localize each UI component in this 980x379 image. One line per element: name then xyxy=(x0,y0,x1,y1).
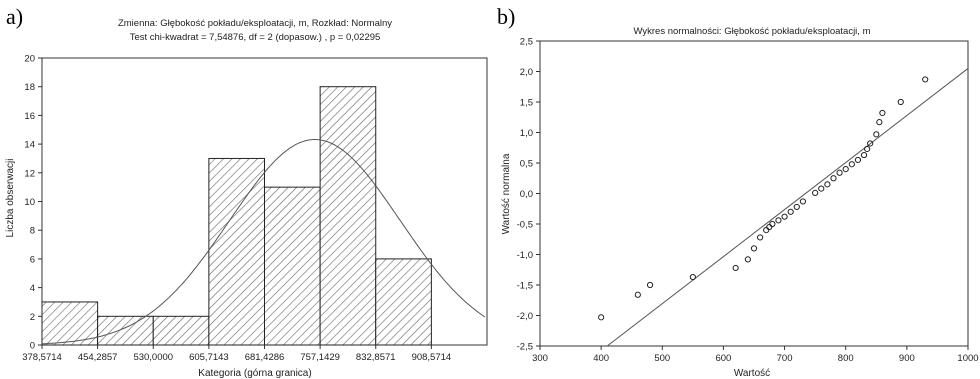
normality-ytick-label: -1,5 xyxy=(517,281,533,292)
histogram-ytick-label: 20 xyxy=(24,54,35,65)
histogram-ytick-label: 0 xyxy=(30,341,35,352)
histogram-bar xyxy=(97,315,154,346)
normality-xtick-label: 900 xyxy=(899,353,915,364)
histogram-ytick-label: 16 xyxy=(24,111,35,122)
normality-ytick-label: 1,5 xyxy=(520,98,533,109)
normality-point xyxy=(775,217,782,224)
panel-label-b: b) xyxy=(497,4,516,29)
normality-point xyxy=(812,189,819,196)
normality-point xyxy=(763,227,770,234)
histogram-bar xyxy=(264,186,321,346)
normality-point xyxy=(689,273,696,281)
histogram-xtick-label: 605,7143 xyxy=(189,352,229,363)
histogram-ytick-label: 6 xyxy=(30,254,35,265)
normality-point xyxy=(848,161,855,168)
normality-point xyxy=(793,203,800,211)
histogram-xtick-label: 832,8571 xyxy=(356,352,396,363)
normality-point xyxy=(922,76,929,83)
normality-point xyxy=(830,175,837,182)
histogram-xtick-label: 378,5714 xyxy=(22,352,62,363)
normality-xtick-label: 700 xyxy=(777,353,793,364)
normality-plot-frame xyxy=(539,40,969,347)
normality-point xyxy=(598,314,605,321)
histogram-ytick-label: 18 xyxy=(24,82,35,93)
normality-xtick-label: 300 xyxy=(532,353,548,364)
histogram-ytick-label: 2 xyxy=(30,312,35,323)
normality-ytick-label: -2,0 xyxy=(517,311,533,322)
normality-xtick-label: 500 xyxy=(654,353,670,364)
histogram-bar xyxy=(208,157,266,346)
histogram-bar xyxy=(375,258,432,346)
normality-ytick-label: 1,0 xyxy=(520,128,533,139)
normality-point xyxy=(879,109,886,117)
normality-point xyxy=(836,169,843,176)
normality-point xyxy=(750,245,758,252)
normal-fit-curve xyxy=(41,139,486,345)
histogram-xtick-label: 530,0000 xyxy=(133,352,173,363)
histogram-title: Zmienna: Głębokość pokładu/eksploatacji,… xyxy=(118,18,392,29)
normality-ytick-label: 0,0 xyxy=(520,189,533,200)
normality-point xyxy=(842,166,849,173)
normality-point xyxy=(876,119,883,126)
normality-point xyxy=(787,208,794,215)
normality-point xyxy=(757,234,764,241)
histogram-bar xyxy=(152,315,210,346)
normality-point xyxy=(646,281,654,289)
normality-title: Wykres normalności: Głębokość pokładu/ek… xyxy=(634,26,871,37)
histogram-ytick-label: 4 xyxy=(30,283,35,294)
normality-point xyxy=(867,140,874,147)
histogram-ytick-label: 14 xyxy=(24,140,35,151)
normality-ytick-label: -1,0 xyxy=(517,250,533,261)
normality-ytick-label: -2,5 xyxy=(517,342,533,353)
normality-xlabel: Wartość xyxy=(734,368,770,379)
histogram-chart: Zmienna: Głębokość pokładu/eksploatacji,… xyxy=(5,18,488,379)
normality-point xyxy=(799,198,807,205)
normality-point xyxy=(781,213,788,220)
normality-ytick-label: 2,5 xyxy=(520,37,533,48)
normality-point xyxy=(860,151,868,159)
normality-point xyxy=(864,145,871,153)
normality-point xyxy=(766,223,773,231)
histogram-bar xyxy=(319,86,377,346)
histogram-xtick-label: 757,1429 xyxy=(300,352,340,363)
histogram-ytick-label: 8 xyxy=(30,226,35,237)
normality-fit-line xyxy=(606,68,969,347)
normality-ytick-label: 2,0 xyxy=(520,67,533,78)
histogram-subtitle: Test chi-kwadrat = 7,54876, df = 2 (dopa… xyxy=(130,32,381,43)
panel-label-a: a) xyxy=(6,4,24,29)
normality-point xyxy=(873,131,880,138)
histogram-ylabel: Liczba obserwacji xyxy=(5,159,16,238)
histogram-ytick-label: 10 xyxy=(24,197,35,208)
normality-ytick-label: -0,5 xyxy=(517,220,533,231)
normality-ytick-label: 0,5 xyxy=(520,159,533,170)
normality-point xyxy=(769,220,776,228)
histogram-xtick-label: 681,4286 xyxy=(245,352,285,363)
normality-xtick-label: 800 xyxy=(838,353,854,364)
normality-point xyxy=(634,291,641,298)
normality-ylabel: Wartość normalna xyxy=(501,153,512,234)
histogram-ytick-label: 12 xyxy=(24,168,35,179)
histogram-xtick-label: 454,2857 xyxy=(78,352,118,363)
normality-xtick-label: 1000 xyxy=(957,353,978,364)
normality-point xyxy=(824,181,831,188)
normality-xtick-label: 600 xyxy=(715,353,731,364)
normality-point xyxy=(818,185,825,192)
normality-xtick-label: 400 xyxy=(593,353,609,364)
histogram-xtick-label: 908,5714 xyxy=(412,352,452,363)
normality-point xyxy=(744,256,751,263)
histogram-bar xyxy=(41,301,99,346)
normality-point xyxy=(854,156,862,164)
normality-point xyxy=(897,98,904,106)
normality-point xyxy=(732,264,739,272)
histogram-xlabel: Kategoria (górna granica) xyxy=(198,368,311,379)
